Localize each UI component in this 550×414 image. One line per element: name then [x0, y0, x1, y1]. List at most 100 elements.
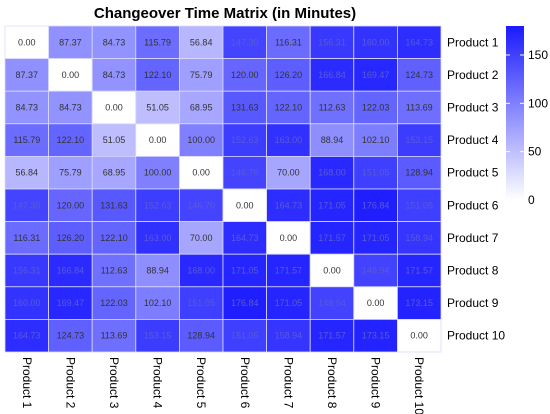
- cell-value-label: 68.95: [190, 103, 213, 113]
- heatmap-cell: [222, 155, 267, 190]
- heatmap-cell: [48, 286, 93, 320]
- cell-value-label: 151.05: [362, 168, 390, 178]
- cell-value-label: 70.00: [277, 168, 300, 178]
- heatmap-cell: [4, 188, 49, 222]
- heatmap-cell: [266, 253, 311, 288]
- cell-value-label: 0.00: [149, 135, 167, 145]
- cell-value-label: 56.84: [190, 37, 213, 47]
- cell-value-label: 128.94: [187, 331, 215, 341]
- cell-value-label: 147.30: [13, 200, 41, 210]
- heatmap-cell: [353, 123, 398, 157]
- cell-value-label: 164.73: [275, 200, 303, 210]
- heatmap-cell: [353, 188, 398, 222]
- column-label: Product 6: [238, 357, 252, 409]
- heatmap-cell: [135, 286, 180, 320]
- heatmap-cell: [266, 221, 311, 255]
- heatmap-cell: [353, 155, 398, 190]
- heatmap-cell: [353, 58, 398, 92]
- heatmap-cell: [48, 90, 93, 125]
- cell-value-label: 158.94: [405, 233, 433, 243]
- column-label: Product 5: [194, 357, 208, 409]
- heatmap-cell: [266, 286, 311, 320]
- column-label: Product 2: [63, 357, 77, 409]
- cell-value-label: 122.10: [100, 233, 128, 243]
- cell-value-label: 120.00: [57, 200, 85, 210]
- cell-value-label: 131.63: [231, 103, 259, 113]
- row-label: Product 5: [447, 166, 499, 180]
- cell-value-label: 169.47: [57, 298, 85, 308]
- cell-value-label: 164.73: [405, 37, 433, 47]
- cell-value-label: 70.00: [190, 233, 213, 243]
- heatmap-cell: [353, 318, 398, 353]
- cell-value-label: 164.73: [13, 331, 41, 341]
- cell-value-label: 173.15: [405, 298, 433, 308]
- cell-value-label: 115.79: [13, 135, 40, 145]
- row-label: Product 8: [447, 264, 499, 278]
- cell-value-label: 168.00: [187, 266, 215, 276]
- cell-value-label: 122.10: [275, 103, 303, 113]
- heatmap-cell: [222, 123, 267, 157]
- cell-value-label: 163.00: [144, 233, 172, 243]
- row-label: Product 4: [447, 133, 499, 147]
- row-label: Product 1: [447, 35, 499, 49]
- cell-value-label: 84.73: [16, 103, 39, 113]
- cell-value-label: 116.31: [13, 233, 40, 243]
- legend-tick-label: 50: [528, 145, 542, 159]
- heatmap-cell: [309, 90, 355, 125]
- cell-value-label: 84.73: [59, 103, 82, 113]
- heatmap-cell: [48, 25, 93, 59]
- row-label: Product 9: [447, 296, 499, 310]
- cell-value-label: 171.05: [318, 200, 346, 210]
- cell-value-label: 115.79: [144, 37, 171, 47]
- heatmap-cell: [48, 58, 93, 92]
- heatmap-cell: [135, 318, 180, 353]
- heatmap-cell: [222, 253, 267, 288]
- heatmap-cell: [178, 155, 224, 190]
- heatmap-cell: [222, 188, 267, 222]
- cell-value-label: 56.84: [16, 168, 39, 178]
- cell-value-label: 152.63: [144, 200, 172, 210]
- cell-value-label: 124.73: [405, 70, 433, 80]
- heatmap-cell: [178, 253, 224, 288]
- cell-value-label: 171.57: [405, 266, 433, 276]
- heatmap-cell: [266, 90, 311, 125]
- cell-value-label: 102.10: [144, 298, 172, 308]
- heatmap-cell: [309, 318, 355, 353]
- legend-tick-label: 0: [528, 193, 535, 207]
- cell-value-label: 151.05: [405, 200, 433, 210]
- cell-value-label: 151.05: [231, 331, 259, 341]
- cell-value-label: 88.94: [146, 266, 169, 276]
- cell-value-label: 102.10: [362, 135, 390, 145]
- cell-value-label: 113.69: [406, 103, 433, 113]
- heatmap-cell: [4, 90, 49, 125]
- cell-value-label: 0.00: [410, 331, 428, 341]
- cell-value-label: 153.15: [405, 135, 433, 145]
- heatmap-cell: [309, 25, 355, 59]
- heatmap-cell: [353, 286, 398, 320]
- cell-value-label: 166.84: [57, 266, 85, 276]
- cell-value-label: 0.00: [280, 233, 298, 243]
- legend-tick-label: 150: [528, 48, 548, 62]
- column-labels: Product 1 Product 2 Product 3 Product 4 Prod…: [20, 357, 426, 414]
- cell-value-label: 146.70: [187, 200, 215, 210]
- cell-value-label: 0.00: [62, 70, 80, 80]
- cell-value-label: 120.00: [231, 70, 259, 80]
- cell-value-label: 163.00: [275, 135, 303, 145]
- cell-value-label: 112.63: [319, 103, 346, 113]
- cell-value-label: 100.00: [144, 168, 172, 178]
- cell-value-label: 116.31: [275, 37, 302, 47]
- heatmap-cell: [4, 123, 49, 157]
- heatmap-cell: [4, 25, 49, 59]
- cell-value-label: 146.70: [231, 168, 259, 178]
- heatmap-cell: [353, 221, 398, 255]
- cell-value-label: 176.84: [362, 200, 390, 210]
- cell-value-label: 122.03: [362, 103, 390, 113]
- heatmap-cell: [396, 286, 442, 320]
- heatmap-cell: [91, 155, 137, 190]
- heatmap-cell: [178, 318, 224, 353]
- cell-value-label: 171.57: [318, 233, 346, 243]
- cell-value-label: 171.05: [231, 266, 259, 276]
- heatmap-cell: [48, 253, 93, 288]
- cell-value-label: 84.73: [103, 37, 126, 47]
